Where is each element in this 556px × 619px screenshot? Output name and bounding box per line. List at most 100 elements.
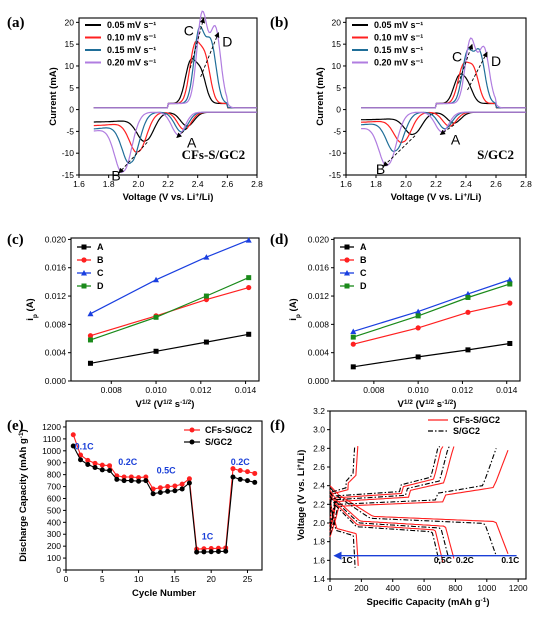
data-point [81, 257, 87, 263]
x-axis-label-part: ) [486, 597, 489, 608]
data-point [121, 478, 127, 484]
data-point [153, 348, 159, 354]
data-point [150, 491, 156, 497]
legend-entry: CFs-S/GC2 [205, 425, 252, 435]
x-tick-label: 0.012 [190, 385, 212, 395]
y-tick-label: 2.8 [313, 443, 325, 453]
data-point [244, 478, 250, 484]
y-tick-label: 0 [69, 105, 74, 115]
sgc-charge-curve [329, 446, 441, 527]
data-point [81, 244, 87, 250]
x-axis-label-part: Voltage (V vs. Li [123, 192, 196, 203]
y-tick-label: 10 [65, 61, 75, 71]
data-point [70, 443, 76, 449]
y-tick-label: -15 [62, 170, 75, 180]
x-axis-label-part: /Li) [199, 192, 213, 203]
data-point [203, 293, 209, 299]
y-tick-label: 0.020 [308, 234, 330, 244]
legend-entry: B [97, 255, 104, 265]
x-tick-label: 2.4 [460, 179, 472, 189]
data-point [92, 460, 98, 466]
data-point [201, 549, 207, 555]
x-tick-label: 0.010 [408, 385, 430, 395]
data-point [136, 478, 142, 484]
cfs-discharge-curve [329, 497, 359, 566]
y-tick-label: 0.000 [308, 376, 330, 386]
y-tick-label: 300 [47, 529, 61, 539]
x-axis-label: Cycle Number [132, 588, 196, 599]
peak-d-arrow [467, 51, 488, 91]
data-point [237, 476, 243, 482]
x-tick-label: 5 [100, 574, 105, 584]
y-tick-label: 0 [336, 105, 341, 115]
x-axis-label-part: + [195, 192, 199, 199]
data-point [128, 474, 134, 480]
x-tick-label: 0.010 [145, 385, 167, 395]
x-axis-label-part: (V [151, 399, 164, 410]
cv-anodic-curve [361, 37, 526, 109]
y-axis-label: Current (mA) [315, 67, 326, 126]
data-point [350, 341, 356, 347]
y-tick-label: -10 [62, 148, 75, 158]
y-axis-label: ip (A) [25, 298, 39, 320]
y-tick-label: 15 [65, 39, 75, 49]
y-axis-label-part: (A) [25, 298, 36, 314]
y-axis-label: Current (mA) [48, 67, 59, 126]
y-tick-label: 3.0 [313, 425, 325, 435]
peak-label-b: B [376, 161, 385, 177]
y-tick-label: 15 [332, 39, 342, 49]
x-tick-label: 200 [354, 583, 368, 593]
plot-frame [329, 410, 527, 580]
x-axis-label-part: s [172, 399, 180, 410]
y-tick-label: 0.016 [45, 263, 67, 273]
data-point [252, 470, 258, 476]
x-axis-label: Voltage (V vs. Li+/Li) [123, 192, 214, 204]
legend-entry: 0.20 mV s⁻¹ [107, 58, 156, 68]
rate-label: 0.5C [434, 555, 452, 565]
plot-frame [333, 237, 521, 382]
y-tick-label: 1100 [43, 434, 62, 444]
x-tick-label: 1.6 [73, 179, 85, 189]
legend-entry: C [97, 268, 104, 278]
x-tick-label: 600 [417, 583, 431, 593]
y-tick-label: 0.004 [45, 348, 67, 358]
x-axis-label-part: ) [191, 399, 194, 410]
y-tick-label: 600 [47, 493, 61, 503]
series-line-A [353, 342, 510, 368]
y-tick-label: 1.8 [313, 537, 325, 547]
legend-entry: 0.10 mV s⁻¹ [374, 33, 423, 43]
data-point [186, 480, 192, 486]
sgc-discharge-curve [329, 487, 497, 556]
rate-label: 0.5C [157, 465, 177, 475]
data-point [344, 257, 350, 263]
data-point [81, 283, 87, 289]
x-tick-label: 1.6 [340, 179, 352, 189]
x-tick-label: 2.0 [400, 179, 412, 189]
y-axis-label: Voltage (V vs. Li+/Li) [296, 450, 308, 541]
x-tick-label: 0.014 [235, 385, 257, 395]
peak-d-arrow [200, 31, 220, 78]
data-point [157, 490, 163, 496]
x-tick-label: 2.0 [132, 179, 144, 189]
data-point [143, 478, 149, 484]
sgc-discharge-curve [329, 495, 441, 565]
peak-b-arrow [118, 141, 148, 174]
y-axis-label-part: Voltage (V vs. Li [296, 468, 307, 541]
x-axis-label: V1/2 (V1/2 s-1/2) [398, 399, 457, 411]
data-point [87, 360, 93, 366]
y-tick-label: 2.0 [313, 518, 325, 528]
data-point [99, 467, 105, 473]
y-axis-label: ip (A) [288, 298, 302, 320]
x-axis-label-part: Specific Capacity (mAh g [367, 597, 481, 608]
plot-frame [70, 237, 260, 382]
data-point [157, 485, 163, 491]
y-tick-label: 10 [332, 61, 342, 71]
y-tick-label: 0.000 [45, 376, 67, 386]
cv-anodic-curve [361, 61, 526, 109]
y-tick-label: 2.2 [313, 499, 325, 509]
data-point [465, 294, 471, 300]
x-tick-label: 0.014 [496, 385, 518, 395]
x-axis-label: Voltage (V vs. Li+/Li) [391, 192, 482, 204]
data-point [203, 254, 210, 260]
x-tick-label: 0.012 [452, 385, 474, 395]
